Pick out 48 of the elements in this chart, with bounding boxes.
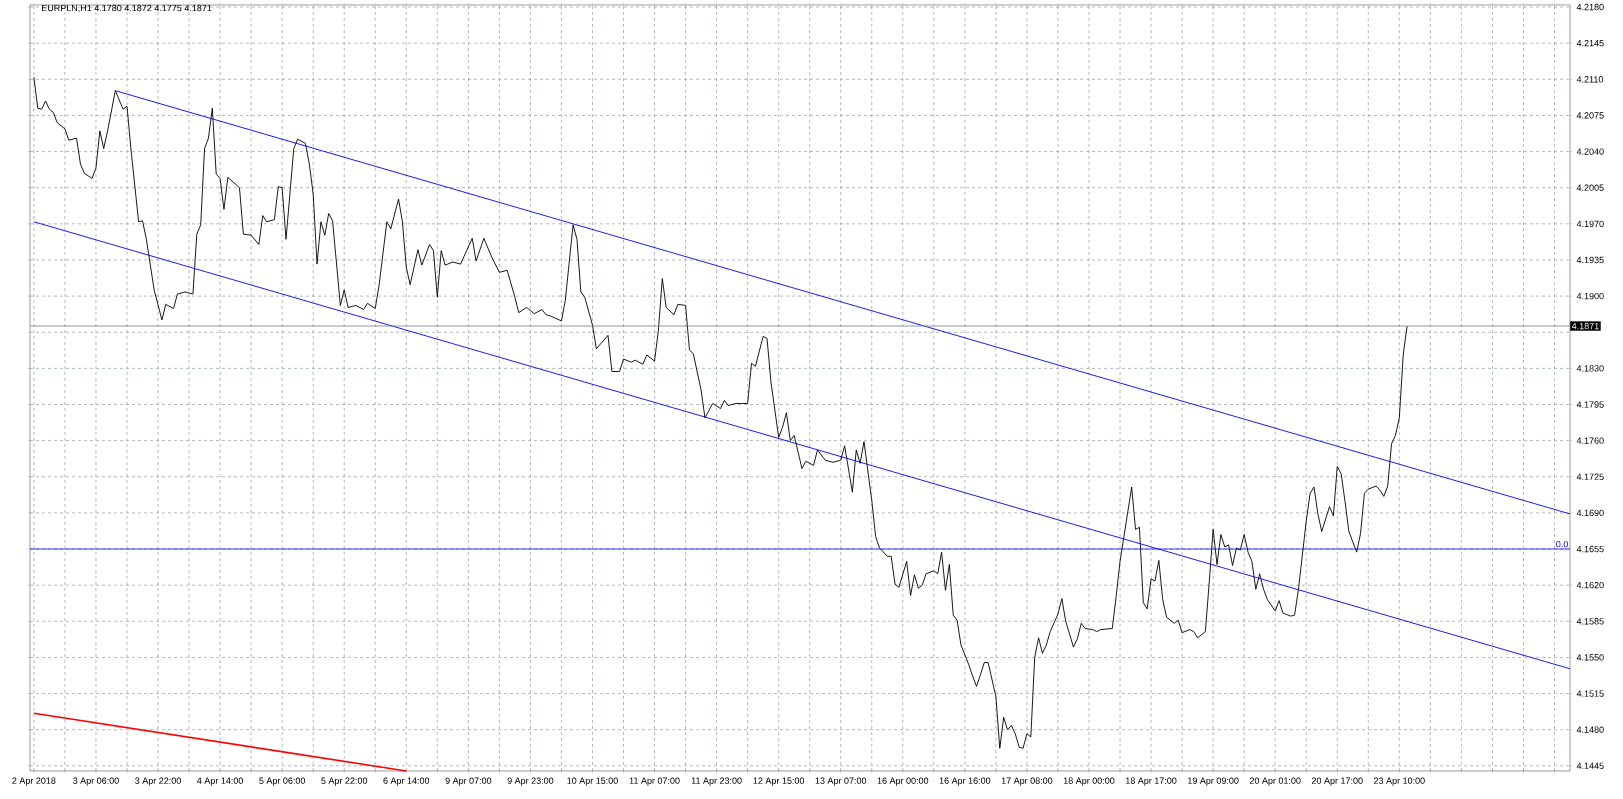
y-tick-label: 4.1480 bbox=[1576, 726, 1604, 733]
y-tick-label: 4.1515 bbox=[1576, 690, 1604, 697]
x-tick-label: 12 Apr 15:00 bbox=[753, 777, 805, 786]
y-tick-label: 4.2110 bbox=[1576, 76, 1604, 83]
x-tick-label: 2 Apr 2018 bbox=[12, 777, 56, 786]
x-tick-label: 16 Apr 16:00 bbox=[939, 777, 991, 786]
x-tick-label: 20 Apr 17:00 bbox=[1311, 777, 1363, 786]
x-tick-label: 11 Apr 07:00 bbox=[629, 777, 680, 786]
y-tick-label: 4.2075 bbox=[1576, 112, 1604, 119]
x-tick-label: 18 Apr 00:00 bbox=[1063, 777, 1115, 786]
x-tick-label: 18 Apr 17:00 bbox=[1125, 777, 1177, 786]
x-tick-label: 19 Apr 09:00 bbox=[1188, 777, 1239, 786]
y-tick-label: 4.1900 bbox=[1576, 292, 1604, 300]
y-tick-label: 4.1620 bbox=[1576, 581, 1604, 589]
y-tick-label: 4.1970 bbox=[1576, 220, 1604, 228]
y-tick-label: 4.1550 bbox=[1576, 654, 1604, 661]
y-tick-label: 4.1655 bbox=[1576, 545, 1604, 553]
x-tick-label: 11 Apr 23:00 bbox=[691, 777, 742, 786]
y-tick-label: 4.2145 bbox=[1576, 39, 1604, 47]
x-tick-label: 16 Apr 00:00 bbox=[877, 777, 929, 786]
y-tick-label: 4.1830 bbox=[1576, 365, 1604, 372]
y-tick-label: 4.1445 bbox=[1576, 762, 1604, 769]
chart-title: EURPLN,H1 4.1780 4.1872 4.1775 4.1871 bbox=[41, 4, 212, 13]
x-tick-label: 9 Apr 23:00 bbox=[507, 777, 554, 786]
x-tick-label: 6 Apr 14:00 bbox=[383, 777, 430, 786]
x-tick-label: 4 Apr 14:00 bbox=[197, 777, 243, 786]
y-tick-label: 4.1935 bbox=[1576, 256, 1604, 264]
y-tick-label: 4.1725 bbox=[1576, 473, 1604, 480]
x-tick-label: 17 Apr 08:00 bbox=[1001, 777, 1053, 786]
x-tick-label: 23 Apr 10:00 bbox=[1374, 777, 1425, 786]
line-series bbox=[33, 76, 1408, 749]
x-tick-label: 9 Apr 07:00 bbox=[445, 777, 492, 786]
x-tick-label: 20 Apr 01:00 bbox=[1249, 777, 1301, 786]
y-tick-label: 4.1795 bbox=[1576, 401, 1604, 408]
x-tick-label: 10 Apr 15:00 bbox=[567, 777, 618, 786]
annotation: 0.0 bbox=[1556, 540, 1568, 548]
y-tick-label: 4.2040 bbox=[1576, 148, 1604, 155]
y-tick-label: 4.1760 bbox=[1576, 437, 1604, 444]
x-tick-label: 3 Apr 22:00 bbox=[135, 777, 181, 786]
x-tick-label: 3 Apr 06:00 bbox=[73, 777, 119, 786]
ref-line-label: 4.1871 bbox=[1571, 322, 1599, 330]
y-tick-label: 4.1690 bbox=[1576, 509, 1604, 517]
x-tick-label: 5 Apr 22:00 bbox=[321, 777, 368, 786]
x-tick-label: 13 Apr 07:00 bbox=[815, 777, 867, 786]
x-tick-label: 5 Apr 06:00 bbox=[259, 777, 306, 786]
y-tick-label: 4.2180 bbox=[1576, 3, 1604, 11]
y-tick-label: 4.2005 bbox=[1576, 184, 1604, 191]
y-tick-label: 4.1585 bbox=[1576, 618, 1604, 625]
